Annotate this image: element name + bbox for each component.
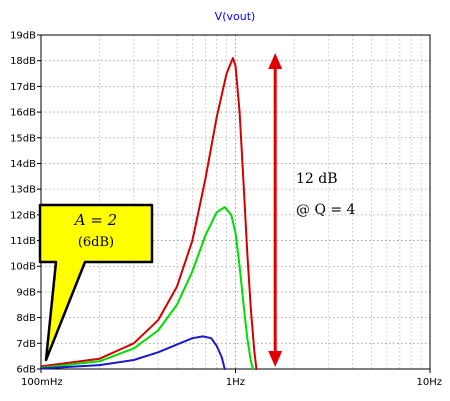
y-tick-label: 11dB	[10, 236, 36, 247]
y-tick-label: 8dB	[16, 313, 36, 324]
gain-callout-line-1: A = 2	[73, 211, 117, 229]
series-line-1	[40, 57, 258, 370]
x-tick-label: 10Hz	[417, 377, 443, 388]
series-line-2	[40, 206, 254, 370]
y-tick-label: 18dB	[10, 56, 36, 67]
series-line-3	[40, 335, 226, 370]
y-tick-label: 6dB	[16, 365, 36, 376]
gain-callout-line-2: (6dB)	[78, 235, 114, 250]
gain-span-label: 12 dB	[296, 171, 338, 187]
y-tick-label: 16dB	[10, 108, 36, 119]
y-axis-ticks: 6dB 7dB 8dB 9dB 10dB 11dB 12dB 13dB 14dB 15dB 16dB…	[10, 31, 41, 376]
y-tick-label: 17dB	[10, 82, 36, 93]
y-tick-label: 15dB	[10, 133, 36, 144]
x-tick-label: 1Hz	[226, 377, 245, 388]
gain-callout	[38, 203, 154, 362]
gain-span-arrowhead-bottom	[268, 351, 283, 367]
y-tick-label: 9dB	[16, 287, 36, 298]
x-tick-label: 100mHz	[21, 377, 63, 388]
series-lines	[40, 57, 258, 370]
y-tick-label: 12dB	[10, 210, 36, 221]
chart-title: V(vout)	[215, 10, 256, 23]
grid	[40, 34, 431, 370]
x-axis-ticks: 100mHz 1Hz 10Hz	[21, 369, 442, 388]
gain-span-q-label: @ Q = 4	[296, 202, 356, 218]
y-tick-label: 13dB	[10, 185, 36, 196]
y-tick-label: 10dB	[10, 262, 36, 273]
gain-span-arrowhead-top	[268, 52, 283, 69]
gain-span-arrow	[268, 52, 283, 367]
y-tick-label: 7dB	[16, 339, 36, 350]
y-tick-label: 14dB	[10, 159, 36, 170]
y-tick-label: 19dB	[10, 31, 36, 42]
plot-frame	[40, 34, 431, 370]
